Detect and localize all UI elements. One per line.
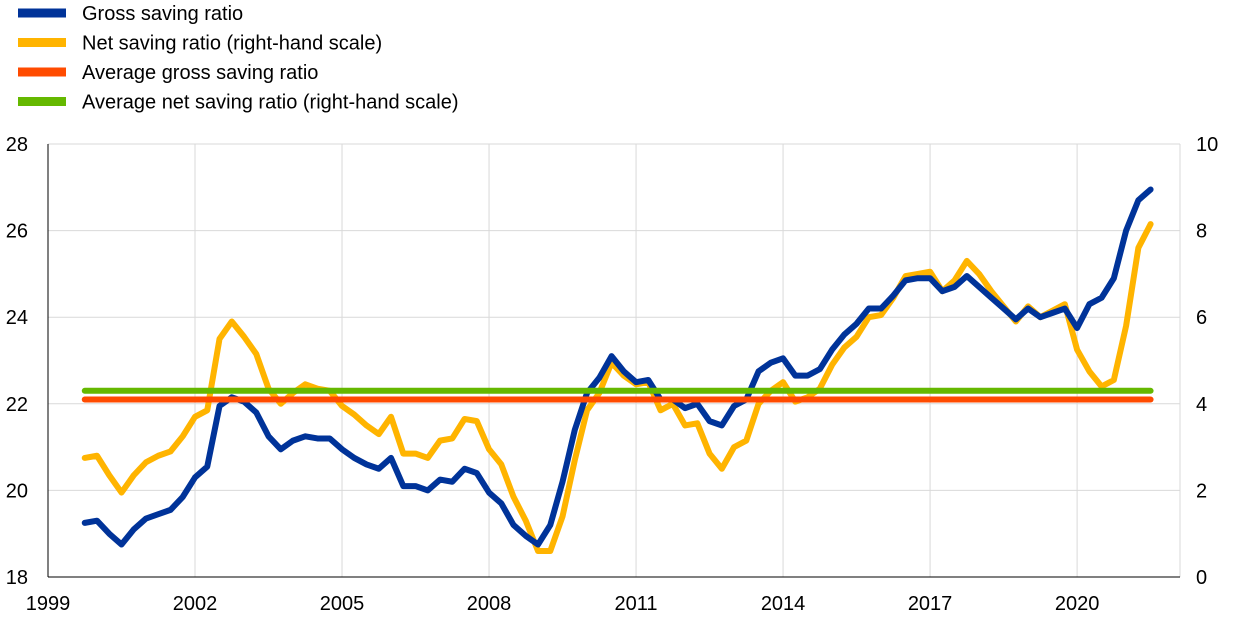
legend-item-average-net-saving-ratio-right-hand-scale: Average net saving ratio (right-hand sca… — [18, 92, 459, 114]
legend-item-net-saving-ratio-right-hand-scale: Net saving ratio (right-hand scale) — [18, 33, 382, 55]
legend-swatch — [18, 97, 66, 106]
y-right-tick-label: 2 — [1196, 480, 1207, 502]
legend-label: Average gross saving ratio — [82, 62, 318, 84]
y-left-tick-label: 24 — [6, 307, 28, 329]
legend-item-gross-saving-ratio: Gross saving ratio — [18, 3, 243, 25]
y-left-tick-label: 22 — [6, 394, 28, 416]
y-left-tick-label: 26 — [6, 221, 28, 243]
legend-swatch — [18, 67, 66, 77]
x-tick-label: 1999 — [26, 593, 71, 615]
series-line-gross-saving-ratio — [81, 186, 1154, 548]
series-lines — [81, 186, 1154, 555]
grid — [48, 143, 1181, 578]
y-left-tick-label: 28 — [6, 134, 28, 156]
legend-label: Gross saving ratio — [82, 3, 243, 25]
legend-item-average-gross-saving-ratio: Average gross saving ratio — [18, 62, 318, 84]
x-tick-label: 2002 — [173, 593, 218, 615]
y-right-tick-label: 6 — [1196, 307, 1207, 329]
x-tick-label: 2017 — [908, 593, 953, 615]
y-right-tick-label: 0 — [1196, 567, 1207, 589]
x-tick-label: 2008 — [467, 593, 512, 615]
x-tick-label: 2014 — [761, 593, 806, 615]
legend-label: Average net saving ratio (right-hand sca… — [82, 92, 459, 114]
x-tick-label: 2020 — [1055, 593, 1100, 615]
y-right-tick-label: 4 — [1196, 394, 1207, 416]
legend: Gross saving ratio Net saving ratio (righ… — [18, 3, 459, 114]
y-right-tick-label: 10 — [1196, 134, 1218, 156]
legend-swatch — [18, 8, 66, 18]
legend-swatch — [18, 38, 66, 47]
series-line-net-saving-ratio-right-hand-scale — [81, 221, 1154, 555]
y-left-tick-label: 20 — [6, 480, 28, 502]
legend-label: Net saving ratio (right-hand scale) — [82, 33, 382, 55]
y-right-tick-label: 8 — [1196, 221, 1207, 243]
x-tick-label: 2005 — [320, 593, 365, 615]
y-left-tick-label: 18 — [6, 567, 28, 589]
x-tick-label: 2011 — [615, 593, 658, 615]
